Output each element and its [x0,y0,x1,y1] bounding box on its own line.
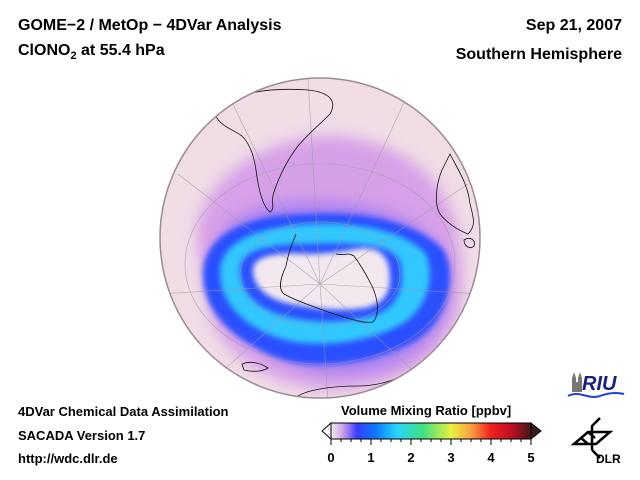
colorbar-tick-label: 5 [527,450,535,465]
colorbar-tick-label: 1 [367,450,375,465]
species-subscript: 2 [70,50,77,62]
coastlines [215,88,475,397]
cathedral-icon [572,372,582,392]
dlr-emblem-icon [570,417,614,459]
species-level: at 55.4 hPa [76,42,165,59]
colorbar-over-arrow [530,421,542,441]
polar-map [159,77,481,399]
species-main: ClONO [18,42,71,59]
globe-outline [159,77,481,399]
species-label: ClONO2 at 55.4 hPa [18,42,165,62]
coast-antarctic-peninsula [280,233,378,323]
colorbar-under-arrow [321,421,332,441]
dlr-logo-text: DLR [596,452,621,466]
coast-madagascar [463,238,475,248]
riu-logo-text: RIU [582,373,617,395]
vmr-core [253,248,390,310]
coast-south-america [215,88,334,213]
colorbar-tick-label: 4 [487,450,495,465]
date-label: Sep 21, 2007 [525,17,622,34]
footer-line2: SACADA Version 1.7 [18,428,146,443]
coast-australia [241,361,269,372]
river-wave-icon [567,391,625,398]
colorbar-tick-label: 0 [327,450,335,465]
colorbar-tick-label: 3 [447,450,455,465]
coast-nz [297,377,399,397]
region-label: Southern Hemisphere [455,46,622,63]
colorbar-gradient [330,422,532,440]
title-line1: GOME−2 / MetOp − 4DVar Analysis [18,17,282,34]
colorbar-tick-label: 2 [407,450,415,465]
footer-url[interactable]: http://wdc.dlr.de [18,451,118,466]
colorbar-title: Volume Mixing Ratio [ppbv] [341,403,512,418]
dlr-logo: DLR [570,417,621,466]
colorbar [321,421,542,445]
coast-africa [436,153,474,235]
colorbar-ticks [330,439,532,445]
footer-line1: 4DVar Chemical Data Assimilation [18,404,229,419]
riu-logo: RIU [567,372,625,398]
